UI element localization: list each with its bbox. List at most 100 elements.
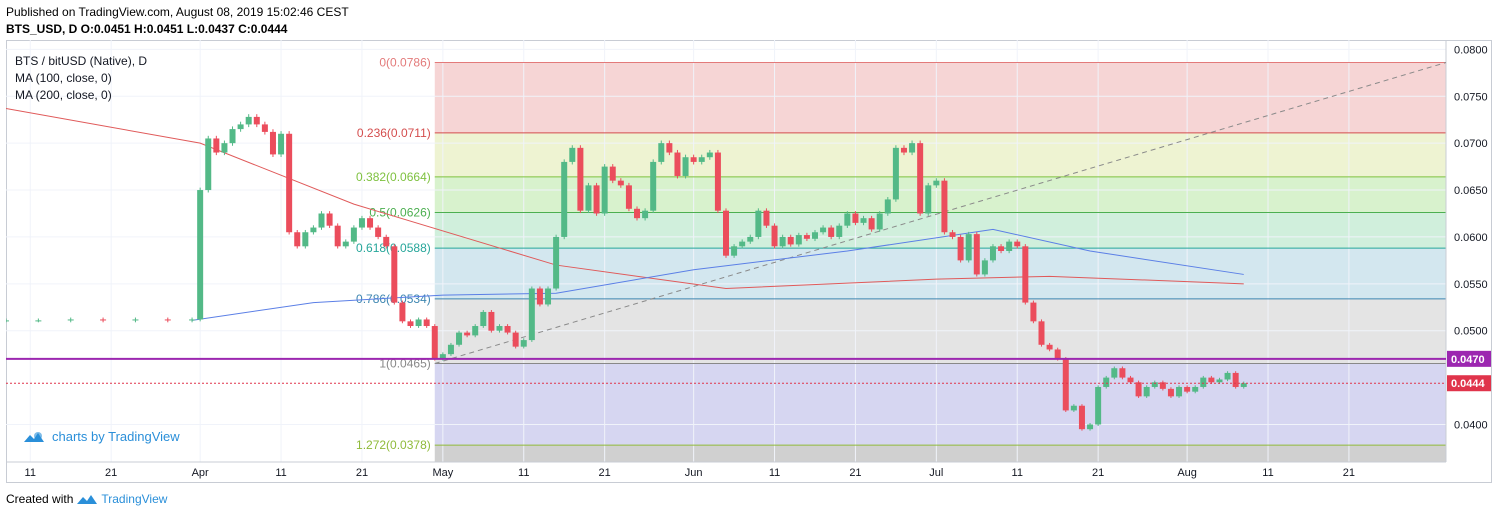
candle-body	[941, 180, 948, 233]
candle	[941, 178, 948, 235]
candle	[731, 244, 738, 258]
candle	[375, 225, 382, 240]
candle	[787, 234, 794, 247]
x-tick-label: 21	[849, 467, 861, 479]
candle-body	[189, 319, 196, 321]
candle	[237, 121, 244, 132]
candle-body	[488, 311, 495, 331]
candle	[820, 225, 827, 235]
candle-body	[1167, 388, 1174, 397]
candle	[933, 178, 940, 188]
candle-body	[1022, 246, 1029, 303]
candle-body	[367, 218, 374, 228]
candle	[261, 121, 268, 135]
candle	[682, 154, 689, 179]
candle	[1232, 371, 1239, 389]
candle-body	[310, 227, 317, 233]
candle-body	[828, 227, 835, 237]
candle	[1151, 380, 1158, 389]
candle	[164, 317, 171, 323]
candle	[909, 140, 916, 156]
candle-body	[925, 185, 932, 214]
candle	[1159, 380, 1166, 391]
price-chart[interactable]: 0.0800 0.0750 0.0700 0.0650 0.0600 0.0550 0.05…	[6, 40, 1492, 483]
tradingview-watermark[interactable]: charts by TradingView	[22, 429, 180, 444]
candle-body	[650, 161, 657, 211]
candle-body	[747, 236, 754, 242]
candle	[399, 300, 406, 324]
candle-body	[1062, 358, 1069, 411]
candle	[100, 317, 107, 323]
candle-body	[569, 147, 576, 162]
candle	[132, 317, 139, 323]
footer-brand-link[interactable]: TradingView	[101, 492, 168, 506]
candle	[205, 135, 212, 193]
watermark-text: charts by TradingView	[52, 429, 180, 444]
candle	[512, 330, 519, 349]
candle	[431, 324, 438, 361]
candle	[714, 149, 721, 214]
candle	[407, 319, 414, 328]
candle	[957, 234, 964, 263]
x-tick-label: 11	[1262, 467, 1273, 479]
candle	[561, 159, 568, 240]
candle	[723, 208, 729, 258]
candle	[342, 239, 349, 249]
candle	[617, 178, 624, 188]
candle-body	[1143, 386, 1150, 397]
candle-body	[205, 138, 212, 191]
candle-body	[787, 236, 794, 245]
candle-body	[496, 326, 503, 331]
x-tick-label: Jul	[929, 467, 943, 479]
candle	[545, 286, 552, 307]
candle-body	[698, 157, 705, 162]
ma200-line	[6, 107, 1244, 290]
candle	[803, 232, 810, 242]
candle	[415, 317, 422, 328]
candle-body	[763, 210, 770, 226]
candle-body	[464, 332, 471, 336]
candle-body	[383, 236, 390, 247]
hline-price-label: 0.0470	[1451, 354, 1485, 366]
candle-body	[811, 232, 818, 239]
candle-body	[472, 326, 479, 336]
x-tick-label: Aug	[1177, 467, 1197, 479]
trend-line[interactable]	[434, 62, 1447, 365]
candle-body	[1014, 241, 1021, 247]
last-price-label: 0.0444	[1451, 378, 1486, 390]
candle-body	[132, 319, 139, 321]
candle	[1087, 422, 1094, 431]
candle	[755, 208, 762, 240]
candle	[698, 154, 705, 165]
candle	[1070, 404, 1077, 412]
candle-body	[617, 180, 624, 186]
y-tick-label: 0.0550	[1454, 279, 1488, 291]
candle	[1111, 366, 1118, 380]
candle-body	[456, 332, 463, 345]
candle-body	[876, 213, 883, 230]
candle	[900, 145, 907, 156]
candle	[1143, 385, 1150, 398]
candle-body	[973, 234, 980, 275]
x-tick-label: 21	[1343, 467, 1355, 479]
candle-body	[868, 218, 875, 230]
y-tick-label: 0.0600	[1454, 232, 1488, 244]
candle-body	[1208, 377, 1215, 383]
candle-body	[1078, 405, 1085, 430]
candle-body	[399, 302, 406, 322]
candle	[666, 140, 673, 156]
candle-body	[1200, 377, 1207, 387]
legend-ma100: MA (100, close, 0)	[15, 71, 112, 85]
candle-body	[237, 124, 244, 130]
candle-body	[431, 326, 438, 359]
candle-body	[1176, 386, 1183, 397]
candle-body	[423, 319, 430, 327]
candle-body	[836, 225, 843, 237]
candle-body	[35, 320, 42, 322]
candle	[860, 215, 867, 226]
candle-body	[860, 218, 867, 223]
candle	[828, 225, 835, 240]
x-tick-label: 11	[769, 467, 780, 479]
candle	[876, 211, 883, 232]
candle	[973, 231, 980, 277]
